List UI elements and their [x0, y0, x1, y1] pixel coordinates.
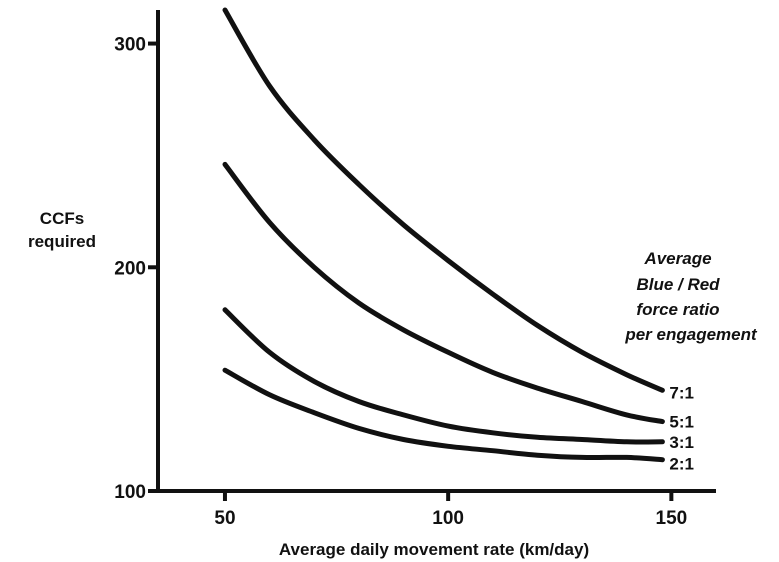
series-label-7-to-1: 7:1: [669, 383, 694, 402]
series-label-2-to-1: 2:1: [669, 455, 694, 474]
y-axis-label-line-2: required: [28, 232, 96, 251]
legend-title: Average Blue / Red force ratio per engag…: [624, 249, 758, 344]
legend-title-line-1: Average: [643, 249, 711, 268]
series-curve-2-to-1: [222, 367, 665, 463]
axes: [156, 10, 716, 493]
x-tick-label: 50: [214, 508, 235, 529]
series-label-3-to-1: 3:1: [669, 433, 694, 452]
series-labels: 7:1 5:13:1 2:1: [669, 383, 694, 473]
y-tick-label: 300: [114, 35, 146, 56]
x-axis-label: Average daily movement rate (km/day): [279, 540, 589, 559]
legend-title-line-2: Blue / Red: [636, 275, 720, 294]
series-curve-5-to-1: [222, 161, 665, 425]
ticks: 100 200 300 50 100 150: [114, 35, 687, 529]
y-tick-label: 100: [114, 482, 146, 503]
series-curves: [222, 7, 665, 463]
y-axis-label-line-1: CCFs: [40, 209, 84, 228]
x-tick-label: 150: [656, 508, 688, 529]
y-tick-label: 200: [114, 258, 146, 279]
legend-title-line-4: per engagement: [624, 325, 758, 344]
legend-title-line-3: force ratio: [636, 300, 719, 319]
series-label-5-to-1: 5:1: [669, 413, 694, 432]
x-tick-label: 100: [432, 508, 464, 529]
series-curve-7-to-1: [222, 7, 665, 393]
series-curve-3-to-1: [222, 307, 665, 445]
